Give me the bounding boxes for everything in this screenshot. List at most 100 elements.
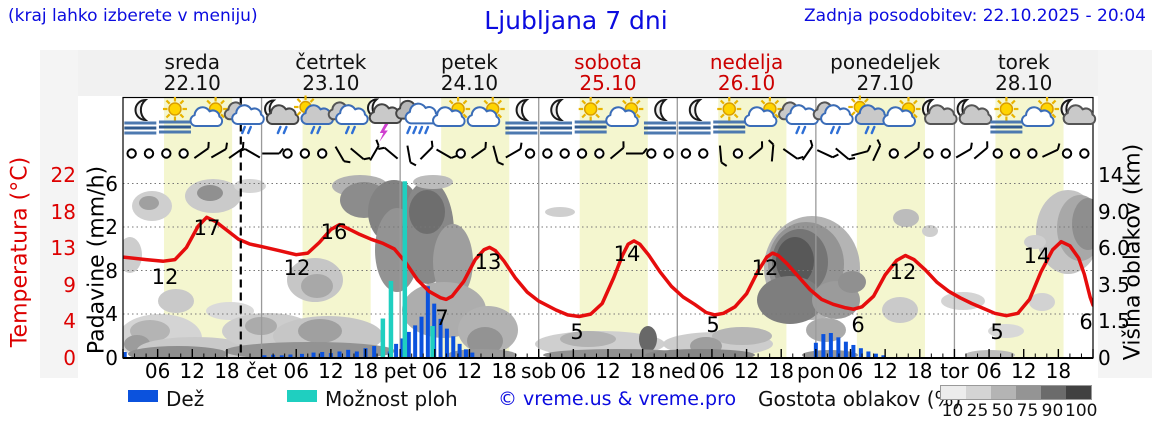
density-gradient-segment xyxy=(1041,386,1066,399)
calm-wind-icon xyxy=(923,148,934,159)
moon-fog-icon xyxy=(124,99,157,135)
wind-barb-icon xyxy=(748,141,764,160)
calm-wind-icon xyxy=(143,148,155,159)
wind-barb-icon xyxy=(505,142,523,159)
cloud-density-gradient xyxy=(940,385,1092,400)
x-axis-label: 06 xyxy=(144,359,171,383)
sun-cloud-icon xyxy=(605,97,644,127)
temp-label: 5 xyxy=(706,313,719,337)
temp-label: 13 xyxy=(475,250,502,274)
wind-barb-icon xyxy=(903,141,920,159)
day-name: sobota xyxy=(574,50,642,74)
calm-wind-icon xyxy=(1009,148,1021,159)
wind-barb-icon xyxy=(782,148,804,160)
temp-tick: 9 xyxy=(63,272,76,297)
temperature-curve xyxy=(123,215,1093,319)
sun-cloud-icon xyxy=(1020,97,1060,127)
moon-cloud-icon xyxy=(921,98,958,125)
wind-barb-icon xyxy=(718,145,728,167)
sun-fog-icon xyxy=(158,97,191,134)
x-axis-label: 18 xyxy=(907,359,933,383)
cloud-heavy-rain-icon xyxy=(395,99,440,135)
cloud-height-tick: 6.0 xyxy=(1098,236,1130,260)
temp-label: 5 xyxy=(570,320,583,344)
last-update: Zadnja posodobitev: 22.10.2025 - 20:04 xyxy=(804,6,1146,26)
wind-barb-icon xyxy=(816,149,839,159)
wind-barb-icon xyxy=(973,141,989,160)
temp-label: 12 xyxy=(152,265,179,289)
day-date: 22.10 xyxy=(163,71,221,95)
x-axis-label: 06 xyxy=(837,359,864,383)
moon-fog-icon xyxy=(643,99,676,135)
x-axis-label: 18 xyxy=(629,359,656,383)
temp-label: 7 xyxy=(435,306,448,330)
day-name: četrtek xyxy=(295,50,367,74)
temp-tick: 0 xyxy=(63,345,76,370)
moon-cloud-icon xyxy=(1060,98,1097,125)
sun-cloud-icon xyxy=(189,97,228,127)
calm-wind-icon xyxy=(680,148,692,159)
calm-wind-icon xyxy=(1027,148,1038,159)
credit-link[interactable]: © vreme.us & vreme.pro xyxy=(498,388,737,410)
day-date: 24.10 xyxy=(440,71,499,95)
wind-barb-icon xyxy=(609,141,625,160)
calm-wind-icon xyxy=(1061,148,1073,159)
wind-barb-icon xyxy=(406,145,417,167)
wind-barb-icon xyxy=(350,147,371,161)
x-axis-label: 18 xyxy=(491,359,517,383)
x-axis-label: 12 xyxy=(456,359,483,383)
wind-barb-icon xyxy=(378,146,399,160)
day-name: petek xyxy=(441,50,498,74)
wind-barb-icon xyxy=(193,141,210,159)
x-axis-label: 12 xyxy=(595,359,621,383)
density-tick-label: 100 xyxy=(1065,401,1098,421)
calm-wind-icon xyxy=(992,148,1003,159)
sun-cloud-icon xyxy=(466,97,505,127)
temp-tick: 22 xyxy=(50,163,76,187)
moon-fog-icon xyxy=(540,99,573,135)
temp-label: 6 xyxy=(851,313,864,337)
day-name: sreda xyxy=(164,50,221,74)
calm-wind-icon xyxy=(888,148,900,159)
wind-barb-icon xyxy=(470,141,487,159)
wind-barb-icon xyxy=(262,147,285,155)
cloud-density-ticks: 10 25 50 75 90100 xyxy=(940,401,1098,421)
moon-cloud-rain-icon xyxy=(264,99,300,135)
wind-barb-icon xyxy=(768,139,775,162)
temp-label: 5 xyxy=(990,320,1003,344)
temp-label: 16 xyxy=(321,220,348,244)
showers-swatch xyxy=(287,390,317,402)
temp-label: 14 xyxy=(614,242,641,266)
x-axis-label: 06 xyxy=(699,359,725,383)
wind-barb-icon xyxy=(625,147,648,155)
calm-wind-icon xyxy=(732,148,744,159)
wind-symbols-row xyxy=(126,139,1090,167)
wind-barb-icon xyxy=(801,139,814,161)
density-gradient-segment xyxy=(941,386,966,399)
calm-wind-icon xyxy=(646,148,657,159)
cloud-rain-icon xyxy=(812,101,854,135)
calm-wind-icon xyxy=(663,148,674,159)
x-axis-label: 12 xyxy=(179,359,205,383)
page-title: Ljubljana 7 dni xyxy=(484,6,668,35)
day-date: 27.10 xyxy=(856,71,914,95)
day-date: 23.10 xyxy=(302,71,360,95)
x-axis-label: 12 xyxy=(318,359,344,383)
x-axis-label: 18 xyxy=(1045,359,1072,383)
density-gradient-segment xyxy=(1016,386,1041,399)
cloud-density-label: Gostota oblakov (%) xyxy=(758,387,962,411)
wind-barb-icon xyxy=(851,144,872,157)
x-axis-label: ned xyxy=(658,359,697,383)
precip-tick: 8 xyxy=(105,258,118,283)
temp-tick: 18 xyxy=(50,199,76,224)
density-tick-label: 10 xyxy=(941,401,964,421)
moon-fog-icon xyxy=(505,99,538,135)
temp-label: 6 xyxy=(1079,310,1092,334)
cloud-height-tick: 9.0 xyxy=(1098,199,1130,224)
x-axis-label: 06 xyxy=(283,359,309,383)
x-axis-label: 06 xyxy=(422,359,448,383)
rain-swatch xyxy=(128,390,158,402)
sun-cloud-icon xyxy=(743,97,782,127)
